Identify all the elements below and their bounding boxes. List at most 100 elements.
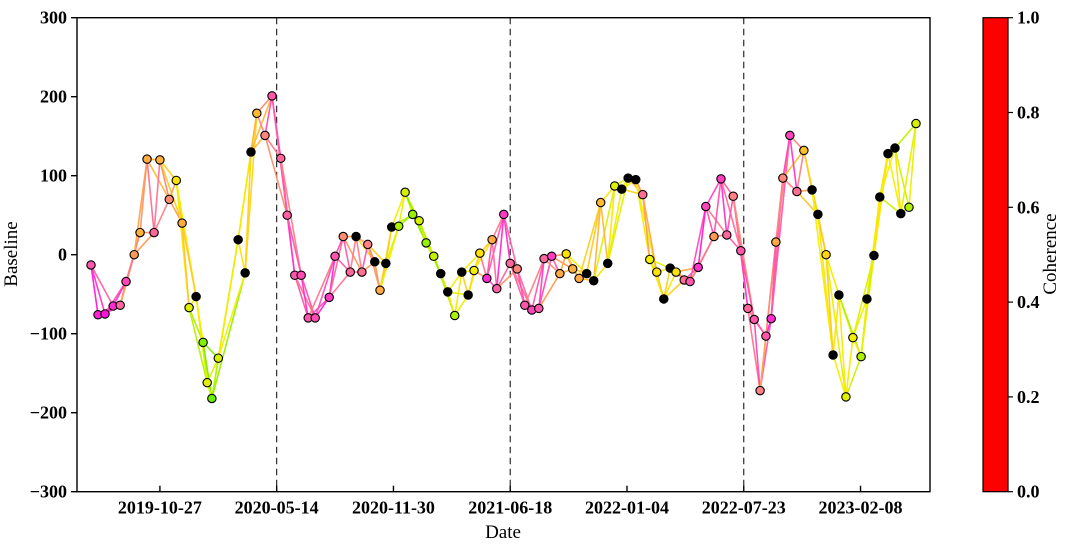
data-point: [330, 251, 340, 262]
data-point: [743, 303, 753, 314]
network-edge: [390, 192, 406, 228]
network-edge: [159, 159, 183, 224]
colorbar-title: Coherence: [1040, 213, 1061, 295]
data-point: [475, 248, 485, 258]
network-edge: [453, 271, 463, 316]
network-edge: [300, 274, 316, 319]
network-edge: [825, 254, 840, 296]
data-point: [685, 276, 695, 287]
data-point: [240, 268, 250, 278]
y-tick-label: 0: [58, 245, 67, 265]
network-edge: [307, 255, 336, 319]
data-point: [848, 332, 858, 343]
network-edge: [538, 258, 545, 309]
data-point: [693, 262, 703, 273]
data-point: [357, 267, 367, 277]
data-point: [534, 303, 544, 314]
network-edge: [713, 178, 722, 237]
data-point: [421, 238, 431, 248]
network-edge: [133, 232, 155, 256]
data-point: [834, 290, 844, 300]
data-point: [381, 258, 391, 269]
data-point: [121, 276, 131, 287]
data-point: [198, 337, 208, 348]
data-point: [862, 294, 872, 304]
colorbar-group: 0.0 0.2 0.4 0.6 0.8 1.0: [982, 8, 1040, 502]
data-point: [771, 237, 781, 247]
data-point: [722, 230, 732, 240]
data-point: [363, 239, 373, 250]
data-point: [595, 197, 606, 208]
network-edge: [845, 356, 862, 398]
network-edge: [578, 202, 602, 279]
data-point: [400, 187, 410, 198]
x-tick-label: 2021-06-18: [468, 498, 552, 518]
network-edge: [770, 135, 791, 319]
data-point: [345, 267, 355, 277]
network-edge: [486, 239, 493, 279]
network-edge: [244, 113, 258, 273]
network-edge: [237, 239, 246, 274]
data-point: [296, 270, 306, 280]
data-point: [260, 130, 270, 141]
y-tick-label: −100: [30, 324, 67, 344]
network-edge: [585, 202, 602, 274]
data-point: [602, 258, 613, 269]
data-point: [435, 268, 446, 279]
network-edge: [606, 185, 616, 264]
data-point: [716, 174, 726, 184]
network-edge: [211, 272, 246, 399]
network-edge: [153, 199, 170, 233]
data-point: [911, 118, 921, 129]
colorbar-tick-label: 0.4: [1017, 292, 1040, 312]
network-edge: [894, 147, 902, 214]
network-edge: [503, 214, 518, 270]
network-edge: [879, 153, 889, 198]
data-point: [463, 290, 473, 300]
data-point: [129, 249, 139, 260]
network-edge: [845, 337, 854, 397]
network-edge: [705, 206, 715, 237]
data-point: [821, 249, 831, 260]
y-axis-ticks-group: 300 200 100 0 −100 −200 −300: [30, 8, 77, 502]
data-point: [574, 273, 584, 284]
network-edge: [720, 178, 728, 236]
data-point: [588, 276, 599, 286]
network-edge: [250, 113, 258, 153]
colorbar-tick-label: 0.0: [1017, 482, 1040, 502]
data-point: [207, 393, 217, 404]
data-point: [623, 173, 633, 183]
data-point: [499, 209, 509, 220]
data-point: [904, 202, 914, 213]
network-edge: [491, 239, 498, 289]
data-point: [191, 291, 201, 302]
network-edge: [894, 147, 910, 208]
y-tick-label: 200: [40, 87, 67, 107]
network-edge: [217, 272, 246, 359]
data-point: [616, 184, 627, 194]
network-edge: [524, 258, 545, 306]
network-edge: [90, 264, 99, 315]
data-point: [841, 392, 851, 402]
network-edge: [286, 215, 302, 276]
data-point: [449, 310, 460, 321]
data-point: [555, 268, 565, 279]
data-point: [487, 234, 497, 245]
network-edge: [753, 319, 761, 391]
network-edge: [873, 153, 889, 256]
data-point: [414, 215, 424, 226]
network-edge: [328, 236, 345, 298]
network-edge: [697, 206, 707, 268]
data-point: [164, 194, 174, 205]
colorbar-tick-label: 0.6: [1017, 197, 1040, 217]
data-point: [766, 313, 776, 324]
data-point: [749, 314, 760, 325]
network-edge: [153, 159, 161, 233]
data-point: [202, 377, 212, 388]
x-tick-label: 2019-10-27: [118, 498, 202, 518]
network-edge: [592, 202, 602, 281]
network-edge: [181, 223, 190, 308]
data-point: [637, 189, 648, 200]
